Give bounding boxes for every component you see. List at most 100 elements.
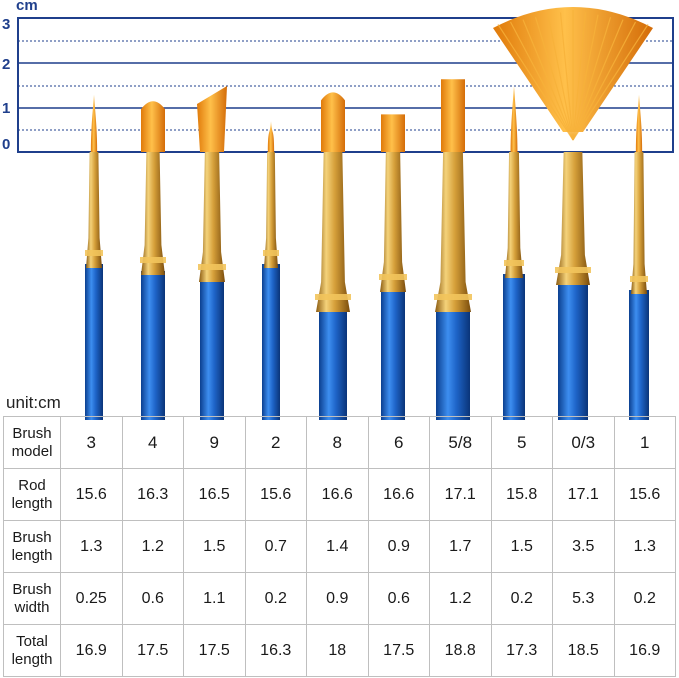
brush-bristles	[267, 121, 275, 152]
ruler-mark-0: 0	[2, 136, 11, 153]
brush-bristles	[141, 101, 165, 152]
table-cell: 0.2	[490, 572, 553, 625]
ruler-mark-3: 3	[2, 16, 11, 33]
row-header-line: length	[11, 650, 53, 668]
table-cell: 16.6	[367, 468, 430, 521]
table-cell: 16.9	[613, 624, 676, 677]
table-cell: 4	[121, 416, 184, 469]
table-cell: 15.6	[60, 468, 123, 521]
table-cell: 16.3	[121, 468, 184, 521]
table-cell: 1.2	[429, 572, 492, 625]
row-header: Brush width	[3, 572, 61, 625]
brush-handle	[319, 308, 347, 420]
table-cell: 5	[490, 416, 553, 469]
row-header: Rod length	[3, 468, 61, 521]
brush-set-illustration	[85, 7, 653, 420]
ferrule-ring	[555, 267, 591, 273]
table-cell: 0.2	[613, 572, 676, 625]
table-cell: 0.7	[244, 520, 307, 573]
brush-ferrule	[380, 152, 406, 292]
brush-ferrule	[556, 152, 590, 285]
ferrule-ring	[379, 274, 407, 280]
table-cell: 16.6	[306, 468, 369, 521]
fan-bristle-strand	[572, 24, 649, 141]
row-header-line: length	[11, 494, 53, 512]
table-cell: 0.9	[306, 572, 369, 625]
fan-bristle-strand	[547, 14, 574, 141]
brush-handle	[629, 290, 649, 420]
fan-bristle-strand	[572, 19, 624, 141]
table-cell: 8	[306, 416, 369, 469]
table-cell: 1.5	[183, 520, 246, 573]
ferrule-ring	[198, 264, 226, 270]
ferrule-ring	[504, 260, 524, 266]
table-cell: 1.4	[306, 520, 369, 573]
table-cell: 1	[613, 416, 676, 469]
fan-bristle-strand	[572, 14, 599, 141]
row-header-line: length	[11, 546, 53, 564]
ferrule-ring	[434, 294, 472, 300]
ferrule-ring	[85, 250, 103, 256]
row-header-line: Total	[16, 632, 48, 650]
brush-bristles	[321, 92, 345, 152]
table-cell: 9	[183, 416, 246, 469]
row-header-line: Brush	[12, 528, 52, 546]
table-cell: 18.8	[429, 624, 492, 677]
brush-ferrule	[631, 152, 647, 294]
table-cell: 17.3	[490, 624, 553, 677]
table-cell: 0.6	[367, 572, 430, 625]
ferrule-ring	[140, 257, 166, 263]
brush-handle	[262, 264, 280, 420]
table-cell: 1.1	[183, 572, 246, 625]
brush-handle	[141, 271, 165, 420]
table-cell: 16.9	[60, 624, 123, 677]
brush-length-row: Brush length 1.3 1.2 1.5 0.7 1.4 0.9 1.7 1.5 3.5 1.…	[3, 520, 676, 573]
table-cell: 0.25	[60, 572, 123, 625]
row-header-line: Brush	[12, 424, 52, 442]
brush-width-row: Brush width 0.25 0.6 1.1 0.2 0.9 0.6 1.2 0.2 5.3 0.…	[3, 572, 676, 625]
fan-bristle-strand	[534, 17, 574, 141]
table-cell: 17.5	[367, 624, 430, 677]
fan-bristle-strand	[509, 21, 574, 141]
brush-handle	[503, 274, 525, 420]
table-cell: 1.7	[429, 520, 492, 573]
ruler-mark-1: 1	[2, 100, 11, 117]
row-header-line: width	[14, 598, 50, 616]
table-cell: 0.9	[367, 520, 430, 573]
ruler-unit-label: cm	[16, 0, 38, 14]
table-cell: 17.1	[429, 468, 492, 521]
brush-ferrule	[316, 152, 350, 312]
brush-handle	[85, 264, 103, 420]
brush-ferrule	[86, 152, 102, 268]
table-cell: 17.5	[183, 624, 246, 677]
brush-ferrule	[505, 152, 523, 278]
table-cell: 1.3	[613, 520, 676, 573]
table-cell: 5/8	[429, 416, 492, 469]
unit-label: unit:cm	[6, 393, 61, 412]
fan-bristle-strand	[572, 12, 587, 141]
ferrule-ring	[263, 250, 279, 256]
fan-bristle-strand	[522, 19, 574, 141]
rod-length-row: Rod length 15.6 16.3 16.5 15.6 16.6 16.6 17.1 15.…	[3, 468, 676, 521]
brush-ferrule	[199, 152, 225, 282]
table-cell: 17.5	[121, 624, 184, 677]
ferrule-ring	[630, 276, 648, 282]
table-cell: 17.1	[552, 468, 615, 521]
table-cell: 16.3	[244, 624, 307, 677]
fan-bristle-strand	[572, 21, 637, 141]
table-cell: 0/3	[552, 416, 615, 469]
row-header: Brush model	[3, 416, 61, 469]
table-cell: 3.5	[552, 520, 615, 573]
table-cell: 0.2	[244, 572, 307, 625]
brush-bristles	[381, 114, 405, 152]
brush-handle	[200, 278, 224, 420]
table-cell: 16.5	[183, 468, 246, 521]
table-cell: 18	[306, 624, 369, 677]
brush-bristles	[90, 94, 98, 152]
brush-ferrule	[141, 152, 165, 275]
brush-bristles	[510, 86, 518, 152]
row-header: Brush length	[3, 520, 61, 573]
brush-ferrule	[264, 152, 278, 268]
brush-bristles	[441, 79, 465, 152]
table-cell: 15.8	[490, 468, 553, 521]
